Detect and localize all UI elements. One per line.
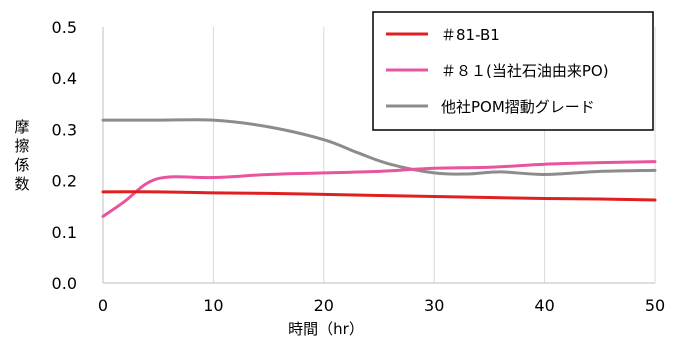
- series-line-1: [101, 190, 657, 202]
- legend-label-1: ＃81-B1: [441, 26, 500, 44]
- y-axis-title-char: 数: [14, 175, 29, 193]
- x-tick-label: 50: [645, 296, 665, 315]
- axes: [102, 27, 655, 284]
- x-tick-label: 10: [203, 296, 223, 315]
- y-tick-label: 0.5: [52, 18, 77, 37]
- y-axis-title-char: 擦: [14, 137, 29, 155]
- y-tick-label: 0.1: [52, 223, 77, 242]
- y-axis-title-char: 係: [14, 156, 29, 174]
- tick-labels: 0.0 0.1 0.2 0.3 0.4 0.5 0 10 20 30 40 50: [52, 18, 666, 315]
- legend: ＃81-B1 ＃８１(当社石油由来PO) 他社POM摺動グレード: [372, 11, 654, 131]
- series-line-2: [101, 160, 657, 218]
- y-tick-label: 0.0: [52, 274, 77, 293]
- legend-label-3: 他社POM摺動グレード: [441, 98, 595, 116]
- y-tick-label: 0.4: [52, 69, 77, 88]
- x-tick-label: 0: [98, 296, 108, 315]
- x-tick-label: 40: [534, 296, 554, 315]
- series-line-3: [101, 118, 657, 176]
- series-lines: [101, 118, 657, 218]
- y-tick-label: 0.2: [52, 172, 77, 191]
- legend-label-2: ＃８１(当社石油由来PO): [441, 62, 609, 80]
- x-axis-title: 時間（hr）: [288, 320, 364, 338]
- y-tick-label: 0.3: [52, 120, 77, 139]
- x-tick-label: 30: [424, 296, 444, 315]
- y-axis-title-char: 摩: [14, 118, 29, 136]
- x-tick-label: 20: [314, 296, 334, 315]
